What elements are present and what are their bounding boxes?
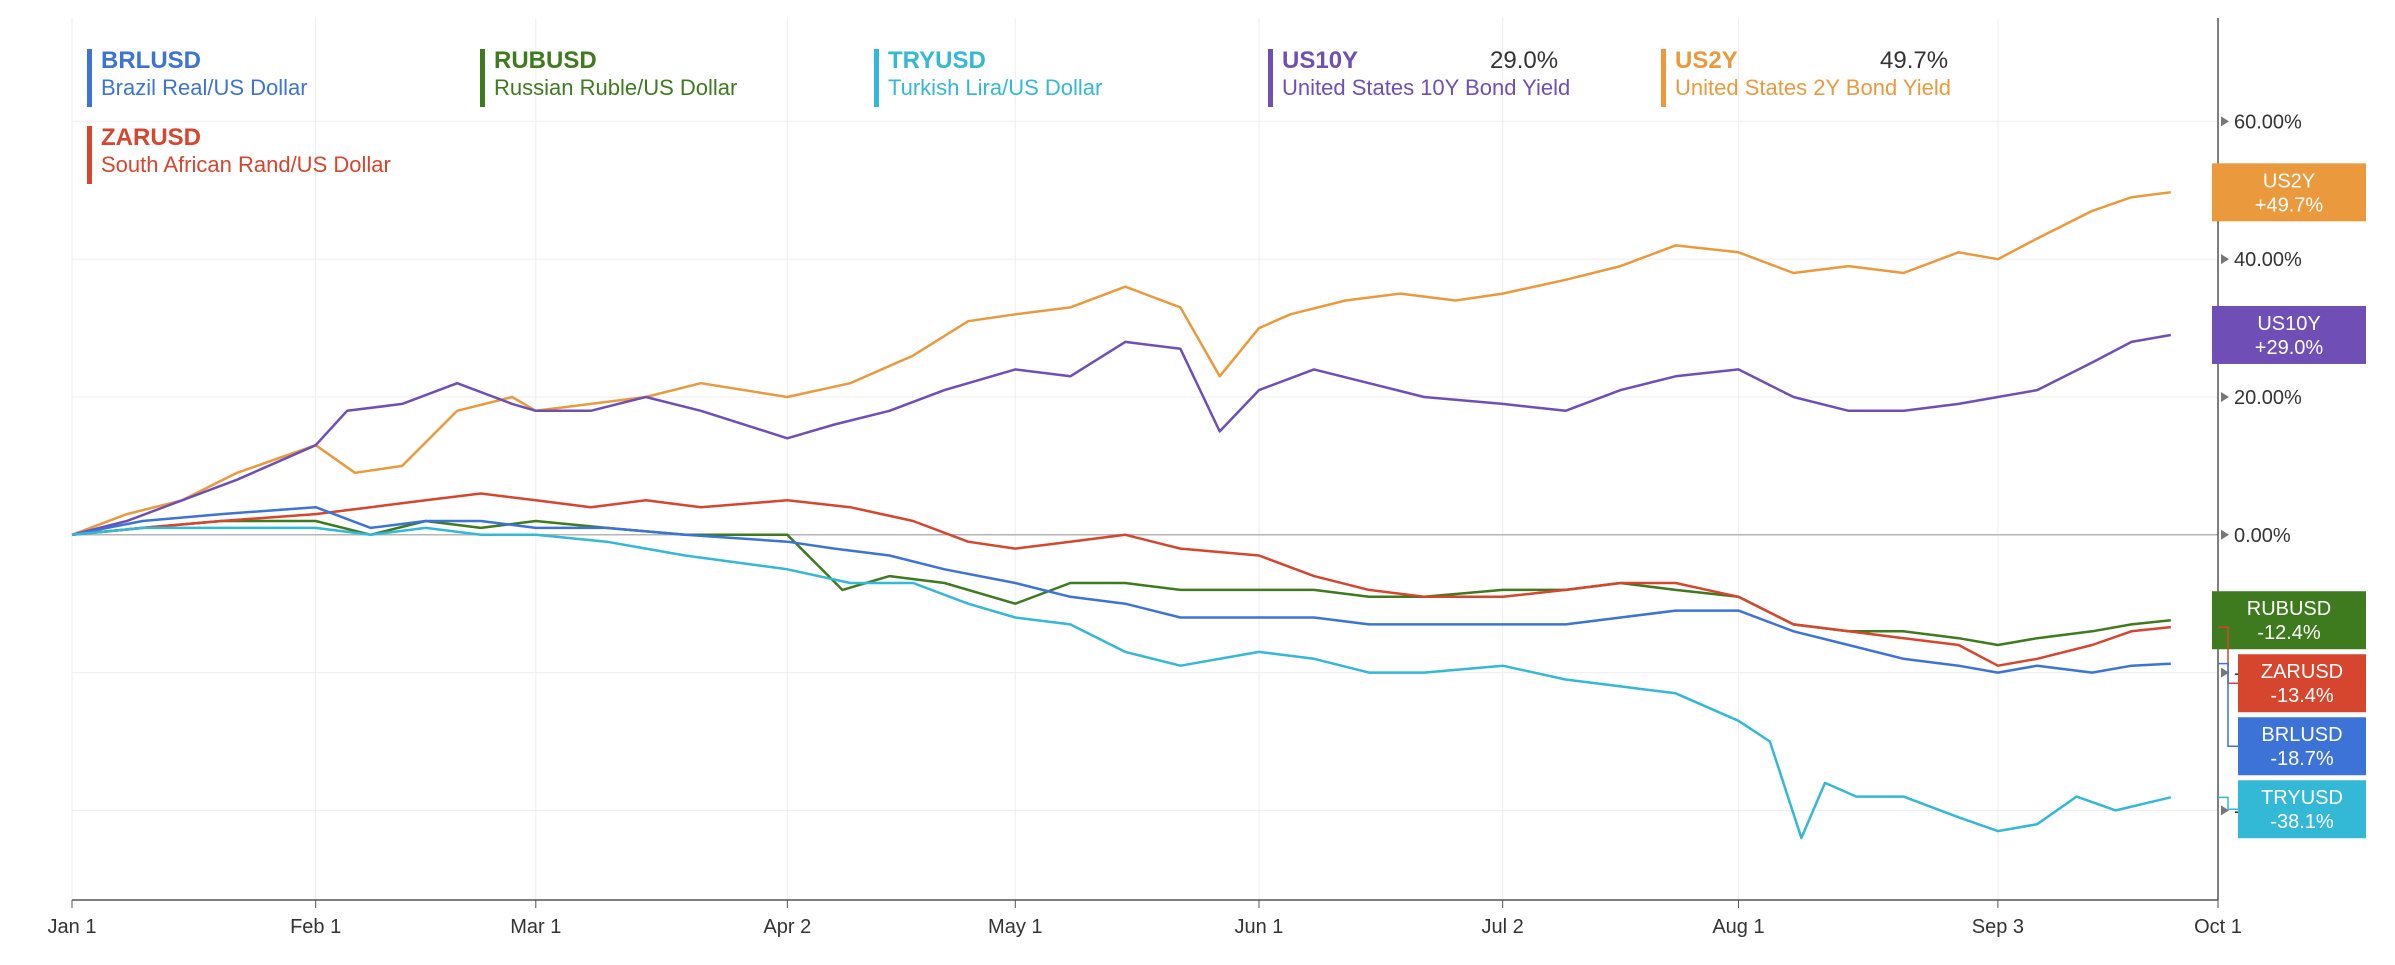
- legend-color-bar: [480, 49, 485, 107]
- y-tick-mark: [2221, 667, 2229, 678]
- legend-item-tryusd[interactable]: TRYUSD Turkish Lira/US Dollar: [874, 47, 1103, 107]
- legend-value: 29.0%: [1490, 47, 1559, 74]
- legend-item-brlusd[interactable]: BRLUSD Brazil Real/US Dollar: [87, 47, 308, 107]
- y-tick-label: 60.00%: [2234, 111, 2302, 133]
- legend-value: 49.7%: [1880, 47, 1949, 74]
- legend-color-bar: [1268, 49, 1273, 107]
- end-label-box-rubusd: [2212, 591, 2366, 650]
- end-label-connector: [2218, 796, 2238, 810]
- x-tick-label: Jan 1: [48, 916, 97, 938]
- end-label-value: +29.0%: [2255, 337, 2324, 359]
- end-labels: US2Y+49.7%US10Y+29.0%RUBUSD-12.4%ZARUSD-…: [2212, 163, 2366, 839]
- end-label-value: -38.1%: [2270, 811, 2334, 833]
- end-label-symbol: BRLUSD: [2261, 724, 2342, 746]
- series-line-us10y: [71, 333, 2172, 537]
- y-tick-label: 20.00%: [2234, 387, 2302, 409]
- x-tick-label: May 1: [988, 916, 1042, 938]
- legend-symbol: BRLUSD: [101, 47, 201, 74]
- y-tick-mark: [2221, 391, 2229, 402]
- y-tick-label: 0.00%: [2234, 525, 2291, 547]
- legend-description: Russian Ruble/US Dollar: [494, 75, 738, 100]
- legend-symbol: TRYUSD: [888, 47, 986, 74]
- legend-item-us2y[interactable]: US2Y United States 2Y Bond Yield: [1661, 47, 1952, 107]
- series-line-us2y: [71, 191, 2171, 536]
- legend-symbol: US2Y: [1675, 47, 1738, 74]
- end-label-connector: [2218, 662, 2238, 747]
- y-tick-mark: [2221, 116, 2229, 127]
- grid-lines: [71, 18, 2219, 900]
- end-label-value: -13.4%: [2270, 685, 2334, 707]
- x-tick-label: Jul 2: [1482, 916, 1524, 938]
- legend-description: Turkish Lira/US Dollar: [888, 75, 1103, 100]
- end-label-symbol: US2Y: [2263, 170, 2315, 192]
- legend-symbol: US10Y: [1282, 47, 1359, 74]
- y-tick-label: 40.00%: [2234, 249, 2302, 271]
- legend-item-zarusd[interactable]: ZARUSD South African Rand/US Dollar: [87, 124, 391, 184]
- axes: Jan 1 Feb 1 Mar 1 Apr 2 May 1 Jun 1 Jul 2 Aug 1…: [48, 18, 2309, 938]
- end-label-symbol: ZARUSD: [2261, 661, 2343, 683]
- legend-color-bar: [874, 49, 879, 107]
- legend-description: United States 10Y Bond Yield: [1282, 75, 1571, 100]
- legend-symbol: RUBUSD: [494, 47, 597, 74]
- legend-color-bar: [1661, 49, 1666, 107]
- end-label-symbol: RUBUSD: [2247, 598, 2331, 620]
- end-label-box-brlusd: [2238, 717, 2366, 776]
- series-line-tryusd: [71, 526, 2172, 840]
- end-label-box-us10y: [2212, 305, 2366, 364]
- end-label-box-zarusd: [2238, 654, 2366, 713]
- series-line-zarusd: [71, 492, 2171, 667]
- x-tick-label: Aug 1: [1712, 916, 1764, 938]
- legend-color-bar: [87, 49, 92, 107]
- x-tick-label: Oct 1: [2194, 916, 2242, 938]
- end-label-value: -18.7%: [2270, 748, 2334, 770]
- end-label-symbol: US10Y: [2257, 313, 2320, 335]
- series-line-rubusd: [71, 519, 2171, 647]
- x-tick-label: Apr 2: [763, 916, 811, 938]
- y-tick-mark: [2221, 805, 2229, 816]
- y-tick-mark: [2221, 529, 2229, 540]
- end-label-symbol: TRYUSD: [2261, 787, 2343, 809]
- end-label-box-tryusd: [2238, 780, 2366, 839]
- legend-description: Brazil Real/US Dollar: [101, 75, 308, 100]
- end-label-connector: [2218, 626, 2238, 684]
- end-label-value: -12.4%: [2257, 622, 2321, 644]
- legend-color-bar: [87, 126, 92, 184]
- legend-item-rubusd[interactable]: RUBUSD Russian Ruble/US Dollar: [480, 47, 738, 107]
- y-tick-mark: [2221, 254, 2229, 265]
- x-tick-label: Jun 1: [1235, 916, 1284, 938]
- x-tick-label: Sep 3: [1972, 916, 2024, 938]
- series-lines: [71, 191, 2172, 840]
- series-line-brlusd: [71, 505, 2171, 674]
- x-tick-label: Mar 1: [510, 916, 561, 938]
- legend-symbol: ZARUSD: [101, 124, 201, 151]
- end-label-value: +49.7%: [2255, 194, 2324, 216]
- legend-item-us10y[interactable]: US10Y United States 10Y Bond Yield: [1268, 47, 1571, 107]
- legend-description: United States 2Y Bond Yield: [1675, 75, 1952, 100]
- x-tick-label: Feb 1: [290, 916, 341, 938]
- legend-description: South African Rand/US Dollar: [101, 152, 391, 177]
- end-label-box-us2y: [2212, 163, 2366, 222]
